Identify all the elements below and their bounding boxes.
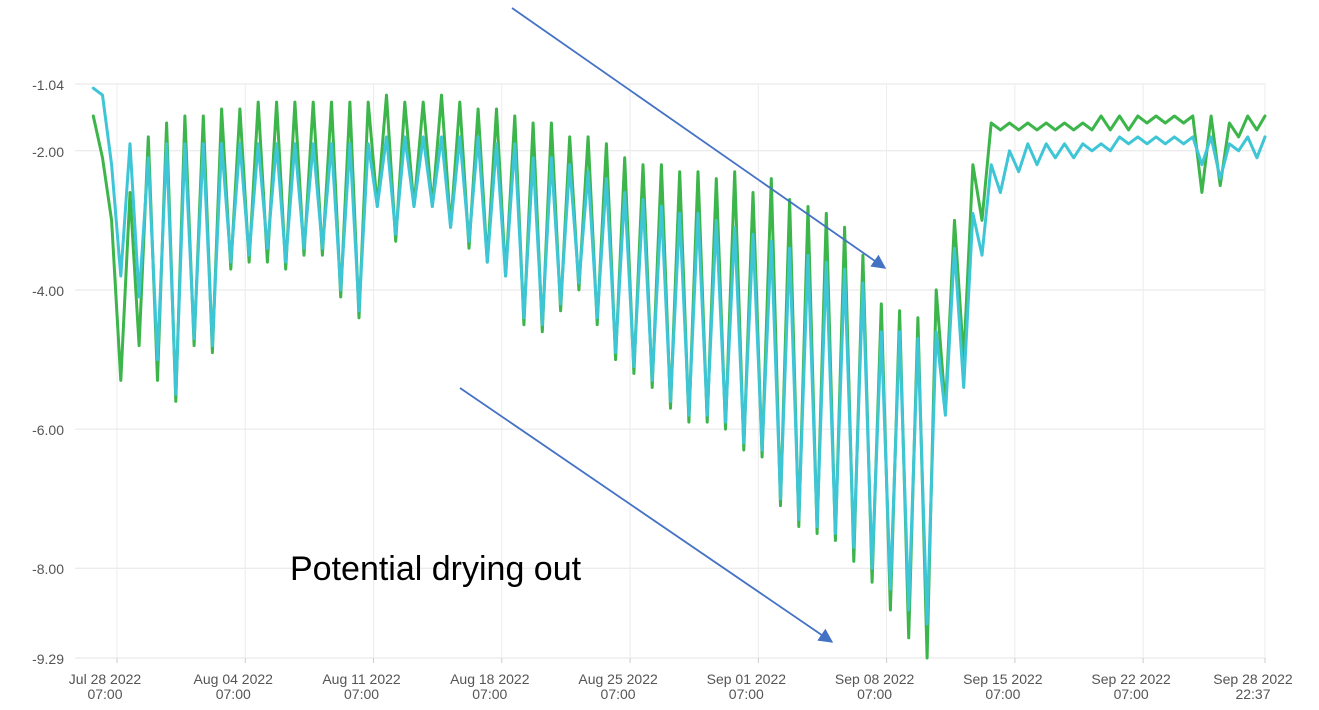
y-tick-label: -6.00 — [32, 422, 64, 438]
x-tick-label-time: 22:37 — [1235, 686, 1270, 702]
x-tick-label-time: 07:00 — [985, 686, 1020, 702]
x-tick-label-time: 07:00 — [87, 686, 122, 702]
x-tick-label-date: Sep 08 2022 — [835, 671, 915, 687]
x-tick-label-time: 07:00 — [344, 686, 379, 702]
x-tick-label-time: 07:00 — [216, 686, 251, 702]
x-tick-label-date: Aug 25 2022 — [578, 671, 658, 687]
x-tick-label-date: Aug 04 2022 — [194, 671, 274, 687]
x-tick-label-date: Jul 28 2022 — [69, 671, 142, 687]
x-tick-label-time: 07:00 — [472, 686, 507, 702]
x-tick-label-date: Aug 18 2022 — [450, 671, 530, 687]
x-tick-label-date: Sep 01 2022 — [707, 671, 787, 687]
x-tick-label-date: Aug 11 2022 — [322, 671, 401, 687]
series-line-1 — [91, 93, 1267, 660]
x-tick-label-date: Sep 22 2022 — [1091, 671, 1171, 687]
y-tick-label: -9.29 — [32, 651, 64, 667]
series-line-2 — [91, 86, 1267, 626]
y-tick-label: -1.04 — [32, 77, 64, 93]
x-tick-label-date: Sep 28 2022 — [1213, 671, 1293, 687]
x-tick-label-time: 07:00 — [1114, 686, 1149, 702]
annotation-arrow-lower — [459, 387, 834, 643]
y-tick-label: -2.00 — [32, 144, 64, 160]
y-tick-label: -8.00 — [32, 561, 64, 577]
x-tick-label-time: 07:00 — [857, 686, 892, 702]
x-tick-label-time: 07:00 — [729, 686, 764, 702]
x-tick-label-time: 07:00 — [601, 686, 636, 702]
x-tick-label-date: Sep 15 2022 — [963, 671, 1043, 687]
y-tick-label: -4.00 — [32, 283, 64, 299]
annotation-arrow-upper — [511, 7, 887, 269]
annotation-text: Potential drying out — [290, 550, 582, 588]
